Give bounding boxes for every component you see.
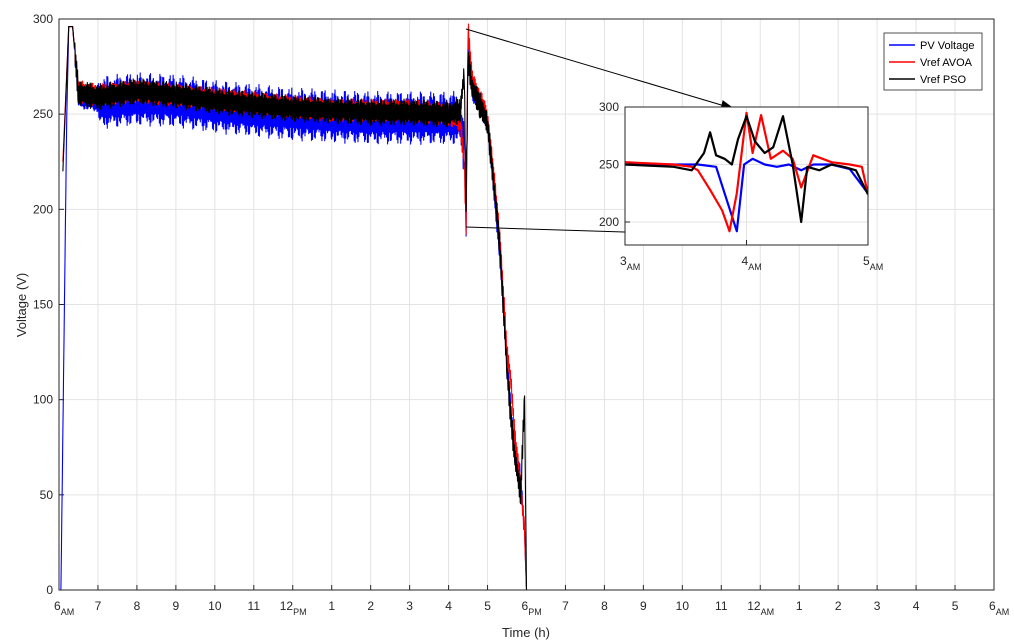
x-tick-label: 8 (601, 599, 608, 613)
x-tick-label-text: 12 (747, 599, 761, 613)
x-axis-label: Time (h) (502, 625, 550, 640)
x-tick-label: 10 (208, 599, 222, 613)
x-tick-label: 9 (640, 599, 647, 613)
legend-label: Vref AVOA (920, 57, 973, 69)
x-tick-label: 7 (562, 599, 569, 613)
inset-y-tick-labels: 200 250 300 (599, 100, 619, 229)
series-line-vref-pso (62, 26, 994, 590)
x-tick-label-text: 10 (208, 599, 222, 613)
inset-plot-border (624, 106, 869, 246)
y-tick-label: 50 (40, 488, 54, 502)
x-tick-label-text: 12 (280, 599, 294, 613)
x-tick-label-text: 4 (742, 254, 749, 268)
y-tick-label: 200 (599, 215, 619, 229)
legend-label: Vref PSO (920, 74, 966, 86)
x-tick-label-text: 4 (445, 599, 452, 613)
x-tick-label: 3 (874, 599, 881, 613)
x-tick-label-suffix: AM (61, 607, 75, 617)
x-tick-label-text: 1 (328, 599, 335, 613)
main-x-tick-labels: 6AM 7 8 9 10 11 12PM 1 2 3 4 5 6PM 7 8 9 10 11 12AM 1 2 3 4 5 6A… (54, 599, 1009, 617)
x-tick-label: 5 (484, 599, 491, 613)
x-tick-label: 4 (445, 599, 452, 613)
x-tick-label-text: 10 (676, 599, 690, 613)
x-tick-label-text: 6 (54, 599, 61, 613)
x-tick-label-text: 6 (989, 599, 996, 613)
main-plot-border (58, 18, 995, 591)
x-tick-label-text: 2 (367, 599, 374, 613)
x-tick-label: 3AM (620, 254, 640, 272)
x-tick-label-text: 9 (640, 599, 647, 613)
series-line-pv-voltage (625, 157, 868, 233)
x-tick-label: 2 (835, 599, 842, 613)
x-tick-label-text: 8 (601, 599, 608, 613)
x-tick-label: 6PM (522, 599, 542, 617)
x-tick-label-text: 1 (796, 599, 803, 613)
y-axis-label: Voltage (V) (14, 273, 29, 337)
x-tick-label-text: 3 (874, 599, 881, 613)
main-y-tick-labels: 0 50 100 150 200 250 300 (33, 12, 53, 597)
x-tick-label: 2 (367, 599, 374, 613)
y-tick-label: 250 (33, 107, 53, 121)
x-tick-label-suffix: PM (293, 607, 307, 617)
legend: PV Voltage Vref AVOA Vref PSO (883, 32, 983, 91)
x-tick-label-suffix: AM (761, 607, 775, 617)
x-tick-label-text: 7 (95, 599, 102, 613)
x-tick-label-suffix: AM (748, 262, 762, 272)
series-line-vref-pso (625, 115, 868, 224)
y-tick-label: 200 (33, 202, 53, 216)
x-tick-label-text: 3 (406, 599, 413, 613)
y-tick-label: 250 (599, 158, 619, 172)
main-series (59, 23, 994, 590)
zoom-arrow-top (465, 28, 729, 108)
inset-x-tick-labels: 3AM 4AM 5AM (620, 254, 883, 272)
x-tick-label: 5AM (863, 254, 883, 272)
x-tick-label: 7 (95, 599, 102, 613)
x-tick-label-text: 11 (248, 599, 261, 613)
x-tick-label-suffix: AM (996, 607, 1010, 617)
x-tick-label: 1 (796, 599, 803, 613)
y-tick-label: 100 (33, 393, 53, 407)
x-tick-label: 11 (715, 599, 728, 613)
x-tick-label-text: 7 (562, 599, 569, 613)
x-tick-label-text: 5 (484, 599, 491, 613)
legend-label: PV Voltage (920, 40, 974, 52)
x-tick-label-text: 9 (173, 599, 180, 613)
x-tick-label-suffix: AM (627, 262, 641, 272)
x-tick-label-text: 4 (913, 599, 920, 613)
x-tick-label: 4 (913, 599, 920, 613)
x-tick-label: 6AM (989, 599, 1009, 617)
x-tick-label-text: 2 (835, 599, 842, 613)
x-tick-label: 10 (676, 599, 690, 613)
series-line-vref-avoa (625, 111, 868, 233)
y-tick-label: 150 (33, 298, 53, 312)
inset-series (625, 111, 868, 233)
x-tick-label-text: 5 (863, 254, 870, 268)
x-tick-label: 8 (134, 599, 141, 613)
y-tick-label: 0 (46, 583, 53, 597)
x-tick-label-text: 8 (134, 599, 141, 613)
x-tick-label: 4AM (742, 254, 762, 272)
x-tick-label: 1 (328, 599, 335, 613)
x-tick-label: 3 (406, 599, 413, 613)
x-tick-label-text: 6 (522, 599, 529, 613)
x-tick-label: 12AM (747, 599, 774, 617)
x-tick-label: 6AM (54, 599, 74, 617)
series-line-pv-voltage (59, 26, 994, 590)
y-tick-label: 300 (599, 100, 619, 114)
x-tick-label: 12PM (280, 599, 307, 617)
x-tick-label-suffix: AM (870, 262, 884, 272)
x-tick-label: 5 (952, 599, 959, 613)
x-tick-label: 11 (248, 599, 261, 613)
x-tick-label-text: 11 (715, 599, 728, 613)
x-tick-label-text: 5 (952, 599, 959, 613)
x-tick-label-text: 3 (620, 254, 627, 268)
x-tick-label-suffix: PM (528, 607, 542, 617)
x-tick-label: 9 (173, 599, 180, 613)
y-tick-label: 300 (33, 12, 53, 26)
